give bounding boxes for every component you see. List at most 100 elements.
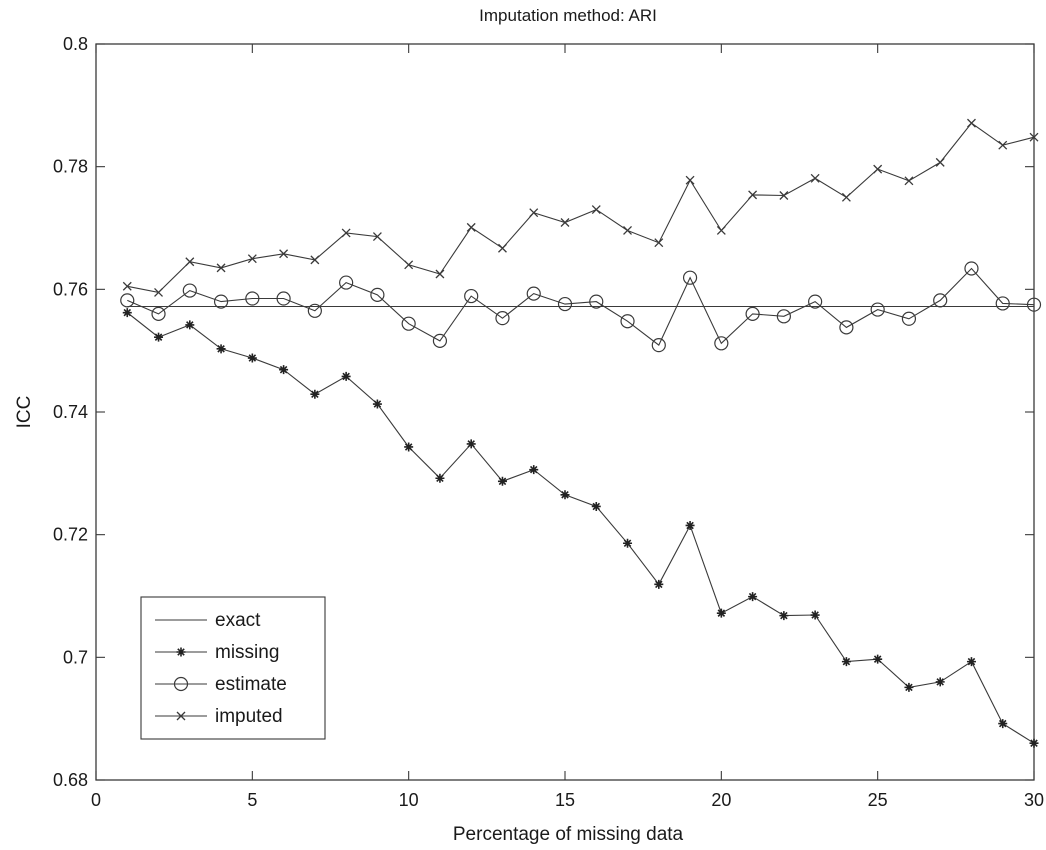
- data-point-imputed: [841, 192, 851, 202]
- data-point-missing: [623, 538, 633, 548]
- series-line-missing: [126, 312, 1035, 744]
- data-point-missing: [1029, 738, 1039, 748]
- data-point-estimate: [901, 311, 917, 326]
- data-point-missing: [748, 592, 758, 602]
- data-point-missing: [122, 308, 132, 318]
- data-point-imputed: [967, 118, 976, 128]
- data-point-estimate: [620, 314, 635, 329]
- data-point-missing: [372, 399, 382, 409]
- data-point-missing: [497, 476, 507, 486]
- x-tick-label: 15: [555, 790, 575, 810]
- data-point-estimate: [213, 294, 229, 309]
- data-point-imputed: [1029, 132, 1039, 142]
- data-point-imputed: [904, 176, 914, 186]
- y-tick-label: 0.78: [53, 157, 88, 177]
- data-point-missing: [435, 473, 445, 483]
- data-point-estimate: [151, 306, 166, 321]
- data-point-missing: [810, 610, 820, 620]
- data-point-imputed: [247, 254, 257, 264]
- data-point-estimate: [276, 291, 291, 306]
- data-point-estimate: [745, 306, 760, 321]
- data-point-missing: [341, 371, 351, 381]
- data-point-estimate: [245, 291, 260, 306]
- data-point-imputed: [185, 257, 195, 267]
- legend-item-estimate: estimate: [155, 674, 287, 695]
- data-point-missing: [998, 719, 1008, 729]
- y-tick-label: 0.72: [53, 525, 88, 545]
- legend-marker: [173, 676, 189, 692]
- data-point-imputed: [591, 205, 601, 215]
- legend-marker: [176, 647, 186, 657]
- x-axis-label: Percentage of missing data: [453, 824, 684, 845]
- data-point-estimate: [808, 294, 823, 309]
- data-point-imputed: [748, 190, 758, 200]
- data-point-estimate: [839, 320, 854, 335]
- data-point-imputed: [154, 287, 163, 297]
- data-point-missing: [185, 320, 195, 330]
- data-point-imputed: [810, 173, 820, 183]
- data-point-estimate: [526, 286, 541, 301]
- data-point-estimate: [651, 338, 666, 353]
- legend-item-imputed: imputed: [155, 706, 283, 727]
- series-imputed: [122, 118, 1039, 297]
- data-point-missing: [685, 520, 695, 530]
- data-point-imputed: [122, 281, 132, 291]
- data-point-imputed: [404, 260, 414, 270]
- data-point-imputed: [466, 222, 476, 232]
- data-point-missing: [216, 344, 226, 354]
- x-tick-label: 0: [91, 790, 101, 810]
- data-point-missing: [466, 439, 476, 449]
- data-point-missing: [873, 654, 883, 664]
- x-tick-label: 20: [711, 790, 731, 810]
- data-point-imputed: [654, 238, 664, 248]
- data-point-missing: [779, 611, 789, 621]
- legend-label: imputed: [215, 706, 283, 727]
- y-tick-label: 0.68: [53, 770, 88, 790]
- data-point-estimate: [964, 261, 979, 276]
- data-point-missing: [310, 389, 320, 399]
- data-point-estimate: [307, 303, 322, 318]
- plot-area: 0 5 10 15 20 25 30 0.68 0.7 0.72 0.74 0.76 0.78 0.8: [53, 34, 1044, 810]
- data-point-estimate: [120, 293, 135, 308]
- y-axis-label: ICC: [14, 396, 35, 429]
- legend-label: exact: [215, 610, 261, 631]
- data-point-imputed: [341, 228, 351, 238]
- data-point-missing: [560, 490, 570, 500]
- data-point-estimate: [401, 316, 416, 331]
- x-tick-label: 10: [399, 790, 419, 810]
- data-point-missing: [247, 353, 257, 363]
- series-layer: [120, 118, 1042, 748]
- data-point-imputed: [779, 191, 789, 200]
- data-point-imputed: [216, 263, 226, 273]
- data-point-estimate: [776, 309, 791, 324]
- data-point-imputed: [998, 140, 1008, 150]
- legend-marker: [176, 711, 186, 721]
- data-point-missing: [841, 657, 851, 667]
- data-point-estimate: [714, 336, 729, 351]
- data-point-imputed: [685, 175, 695, 185]
- data-point-imputed: [310, 255, 320, 265]
- data-point-missing: [716, 608, 726, 618]
- data-point-imputed: [873, 164, 883, 174]
- series-estimate: [120, 261, 1042, 353]
- data-point-estimate: [432, 333, 448, 348]
- data-point-imputed: [372, 232, 382, 242]
- data-point-imputed: [498, 243, 507, 253]
- data-point-imputed: [716, 225, 726, 235]
- legend-box: [140, 596, 326, 740]
- legend-label: missing: [215, 642, 279, 663]
- data-point-estimate: [1026, 297, 1042, 312]
- data-point-estimate: [995, 296, 1010, 311]
- legend: exact missing estimate imputed: [140, 596, 326, 740]
- series-missing: [122, 308, 1039, 748]
- data-point-estimate: [370, 287, 385, 302]
- data-point-estimate: [339, 275, 354, 290]
- data-point-missing: [904, 682, 914, 692]
- data-point-estimate: [557, 296, 573, 312]
- y-tick-label: 0.74: [53, 402, 88, 422]
- data-point-missing: [966, 657, 976, 667]
- x-tick-label: 25: [868, 790, 888, 810]
- data-point-estimate: [870, 302, 885, 317]
- legend-item-exact: exact: [155, 610, 261, 631]
